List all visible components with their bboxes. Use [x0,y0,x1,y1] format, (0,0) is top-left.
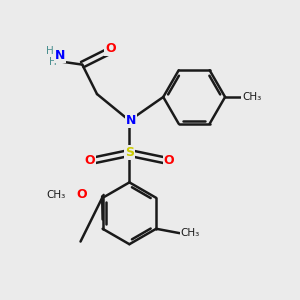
Text: O: O [164,154,175,167]
Text: O: O [105,42,116,55]
Text: N: N [55,49,65,62]
Text: O: O [84,154,95,167]
Text: H: H [46,46,54,56]
Text: S: S [125,146,134,159]
Text: N: N [126,114,136,127]
Text: CH₃: CH₃ [242,92,261,102]
Text: CH₃: CH₃ [180,228,200,238]
Text: O: O [77,188,87,201]
Text: CH₃: CH₃ [46,190,65,200]
Text: H: H [49,57,57,67]
